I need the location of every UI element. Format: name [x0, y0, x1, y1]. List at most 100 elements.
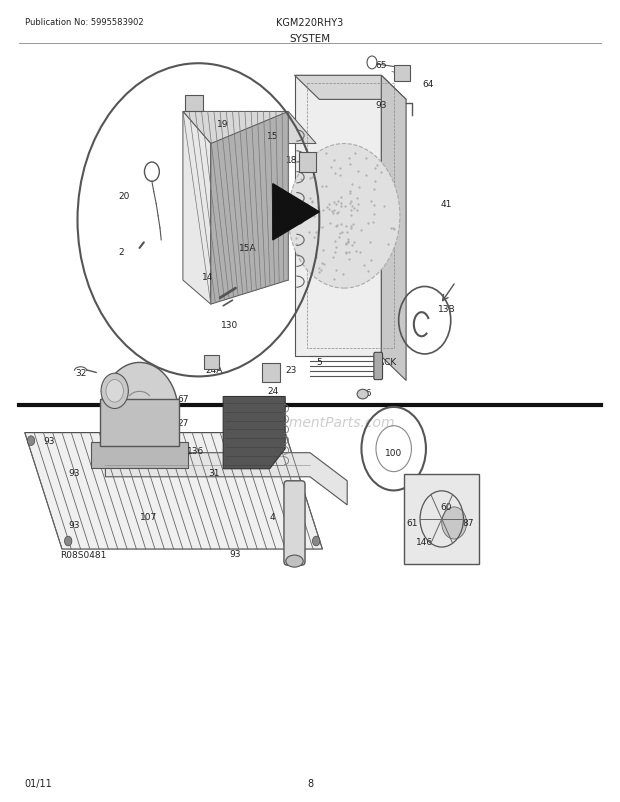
Point	[328, 251, 338, 264]
Circle shape	[106, 380, 123, 403]
Text: 93: 93	[376, 101, 387, 111]
Point	[335, 162, 345, 175]
Text: 31: 31	[208, 468, 219, 478]
Point	[319, 244, 329, 257]
Point	[296, 173, 306, 186]
Point	[340, 246, 350, 259]
Point	[366, 254, 376, 267]
Point	[345, 186, 355, 199]
Text: 146: 146	[416, 537, 433, 546]
Point	[317, 221, 327, 234]
Point	[333, 206, 343, 219]
Text: SYSTEM: SYSTEM	[290, 34, 330, 43]
Point	[353, 165, 363, 178]
Point	[330, 246, 340, 259]
Point	[329, 196, 339, 209]
Point	[321, 180, 331, 193]
Point	[317, 257, 327, 270]
Circle shape	[442, 508, 467, 539]
Text: 30: 30	[100, 384, 111, 394]
Point	[353, 198, 363, 211]
Text: 1: 1	[254, 416, 260, 426]
Text: 20: 20	[118, 192, 130, 201]
Text: 93: 93	[230, 549, 241, 558]
Point	[370, 175, 380, 188]
Text: 41: 41	[441, 200, 452, 209]
Point	[307, 196, 317, 209]
Point	[319, 258, 329, 271]
Text: 100: 100	[385, 448, 402, 458]
Polygon shape	[25, 433, 322, 549]
Text: 29: 29	[131, 416, 142, 426]
Point	[337, 226, 347, 239]
Circle shape	[275, 436, 283, 446]
Point	[322, 200, 332, 213]
Point	[329, 155, 339, 168]
Text: 5: 5	[316, 358, 322, 367]
Text: 65: 65	[376, 61, 387, 71]
Point	[311, 226, 321, 239]
Text: 23: 23	[286, 366, 297, 375]
Point	[368, 200, 378, 213]
Text: 01/11: 01/11	[25, 778, 53, 788]
Point	[345, 188, 355, 200]
Point	[371, 160, 381, 172]
Text: 15: 15	[267, 132, 278, 141]
Point	[368, 216, 378, 229]
Text: 13B: 13B	[438, 304, 455, 314]
Point	[345, 159, 355, 172]
Point	[389, 223, 399, 236]
Polygon shape	[294, 76, 381, 357]
Text: 93: 93	[69, 520, 80, 530]
Point	[330, 235, 340, 248]
Text: 130: 130	[221, 320, 238, 330]
Point	[292, 199, 302, 212]
Text: KGM220RHY3: KGM220RHY3	[277, 18, 343, 27]
Point	[335, 197, 345, 210]
Text: eReplacementParts.com: eReplacementParts.com	[225, 415, 395, 429]
Point	[336, 192, 346, 205]
Point	[345, 196, 355, 209]
Point	[346, 205, 356, 217]
Text: 8: 8	[307, 778, 313, 788]
Point	[324, 198, 334, 211]
Point	[332, 220, 342, 233]
Point	[314, 262, 324, 275]
Point	[345, 221, 355, 233]
Point	[350, 147, 360, 160]
Point	[365, 237, 375, 249]
Ellipse shape	[286, 555, 303, 568]
Point	[340, 248, 350, 261]
Point	[324, 204, 334, 217]
Circle shape	[312, 537, 320, 546]
Point	[311, 251, 321, 264]
Point	[305, 192, 315, 205]
Point	[343, 152, 353, 165]
Polygon shape	[183, 112, 211, 305]
Point	[303, 198, 312, 211]
Point	[363, 217, 373, 230]
Point	[347, 222, 356, 235]
Point	[361, 169, 371, 182]
Point	[329, 273, 339, 286]
Point	[343, 237, 353, 249]
Point	[336, 200, 346, 213]
Text: 19: 19	[218, 119, 229, 129]
Point	[346, 209, 356, 221]
Circle shape	[101, 374, 128, 409]
Point	[314, 265, 324, 278]
Text: 14: 14	[202, 272, 213, 282]
Point	[347, 239, 357, 252]
Point	[321, 148, 331, 160]
Text: BACK: BACK	[372, 358, 397, 367]
Point	[340, 238, 350, 251]
Polygon shape	[105, 453, 347, 505]
Point	[331, 241, 341, 254]
Text: 32: 32	[75, 368, 86, 378]
Point	[363, 265, 373, 278]
Ellipse shape	[357, 390, 368, 399]
Point	[335, 169, 345, 182]
Point	[345, 197, 355, 210]
Text: 67: 67	[177, 394, 188, 403]
Point	[307, 172, 317, 184]
